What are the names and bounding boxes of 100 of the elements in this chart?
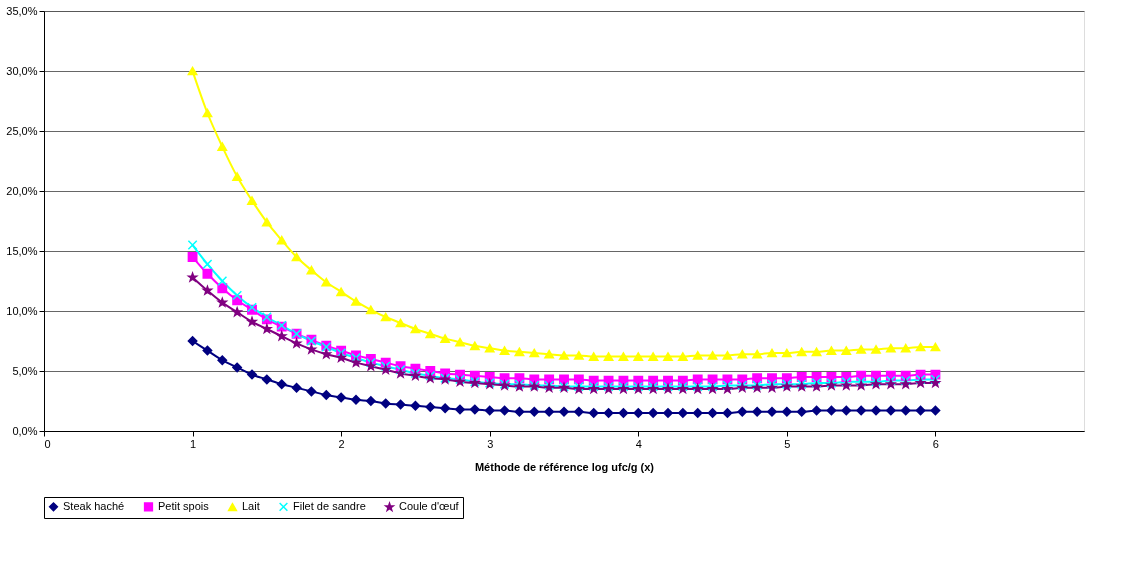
point [648,408,659,418]
point [187,252,198,262]
point [707,408,718,418]
point [217,297,228,307]
point [737,349,748,359]
point [425,329,436,339]
point [351,297,361,306]
point [306,386,317,397]
point [247,196,257,205]
point [202,259,213,270]
point [737,406,748,417]
point [900,375,911,386]
point [826,346,837,355]
point [692,408,703,418]
point [885,375,896,386]
point [440,403,451,414]
point [559,406,569,417]
point [707,374,718,385]
point [365,305,376,315]
point [915,374,926,385]
point [544,349,555,359]
point [247,369,257,380]
point [796,372,807,382]
legend-label: Coule d'œuf [399,500,460,513]
point [514,406,525,417]
point [856,376,867,387]
point [202,108,213,118]
point [276,379,287,390]
x-tick-label: 4 [635,437,642,450]
point [455,337,465,347]
point [915,342,926,352]
point [351,394,361,405]
point [826,405,837,416]
y-tick-label: 10,0% [6,304,38,317]
point [930,342,941,352]
point [484,405,495,416]
y-tick-label: 5,0% [12,364,38,377]
point [380,312,391,322]
point [217,276,228,286]
point [781,348,792,358]
point [321,390,332,400]
point [811,347,822,357]
point [366,361,376,371]
point [395,368,406,378]
point [841,380,852,390]
point [365,396,376,406]
point [603,352,614,361]
point [767,348,777,358]
point [291,382,302,393]
point [856,405,867,416]
point [217,283,228,294]
point [841,376,852,387]
y-tick-label: 35,0% [6,4,38,17]
point [588,408,599,418]
point [663,408,673,418]
point [380,398,391,409]
point [767,406,777,417]
x-tick-label: 2 [338,437,345,450]
point [202,345,213,356]
x-tick-label: 0 [44,437,51,450]
point [410,324,421,334]
point [544,406,555,417]
point [603,408,614,418]
point [573,351,584,360]
point [841,346,852,355]
point [499,346,510,355]
point [455,404,465,415]
point [752,349,763,359]
x-tick-label: 1 [190,437,197,450]
point [900,379,911,389]
legend-label: Petit spois [158,499,210,512]
point [692,374,703,385]
point [752,373,763,384]
point [217,142,228,151]
point [217,355,228,366]
point [306,265,317,275]
point [633,352,644,361]
point [321,349,332,359]
point [677,352,688,361]
y-tick-label: 30,0% [6,64,38,77]
point [811,372,822,382]
point [232,290,243,301]
point [187,66,198,76]
legend-label: Lait [242,500,260,513]
point [469,341,480,351]
point [365,357,376,368]
point [484,343,495,353]
point [573,374,584,385]
point [232,362,243,373]
point [202,285,213,295]
point [276,331,287,341]
point [841,405,852,416]
point [588,352,599,361]
point [618,408,629,418]
point [321,277,332,287]
point [187,272,198,282]
point [871,345,881,354]
point [871,405,881,416]
point [930,374,941,385]
point [469,404,480,415]
